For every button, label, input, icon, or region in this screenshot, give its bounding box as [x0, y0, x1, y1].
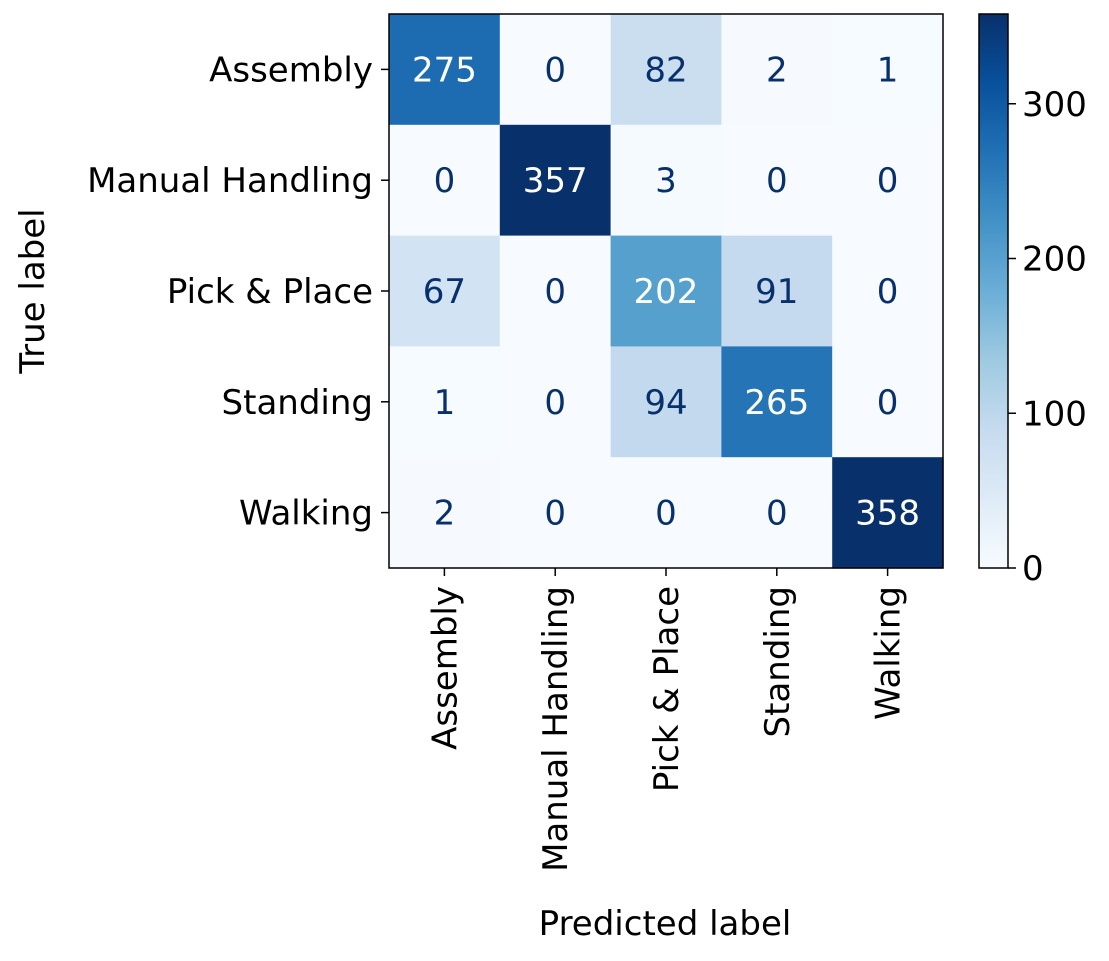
cell-value-label: 82 — [644, 50, 687, 90]
heatmap-cell — [610, 124, 722, 237]
cell-value-label: 0 — [877, 383, 899, 423]
x-axis-label: Predicted label — [539, 904, 792, 944]
heatmap-cell — [389, 457, 501, 569]
cell-value-label: 265 — [744, 383, 809, 423]
colorbar: 0 100 200 300 — [978, 13, 1087, 589]
cell-value-label: 67 — [423, 272, 466, 312]
y-tick-label: Pick & Place — [167, 272, 373, 312]
heatmap-cell — [389, 124, 501, 237]
heatmap-cell — [832, 346, 944, 458]
x-tick-label: Pick & Place — [647, 586, 687, 792]
heatmap-cell — [499, 124, 612, 237]
x-tick-label: Standing — [758, 586, 798, 737]
cell-value-label: 2 — [766, 50, 788, 90]
x-tick-label: Walking — [869, 586, 909, 720]
x-tick-label: Manual Handling — [536, 586, 576, 872]
heatmap-cells: 275 0 82 2 1 0 357 3 0 0 67 0 202 91 0 1 0 94 265 0 2 0 0 0 358 — [389, 14, 944, 569]
colorbar-gradient — [979, 14, 1008, 568]
y-tick-label: Assembly — [209, 50, 373, 90]
heatmap-cell — [721, 457, 833, 569]
colorbar-tick-label: 100 — [1022, 394, 1087, 434]
heatmap-cell — [499, 457, 612, 569]
heatmap-cell — [389, 346, 501, 458]
heatmap-cell — [610, 235, 722, 347]
heatmap-cell — [610, 346, 722, 458]
colorbar-tick-label: 300 — [1022, 85, 1087, 125]
cell-value-label: 0 — [544, 50, 566, 90]
colorbar-tick-label: 0 — [1022, 549, 1044, 589]
cell-value-label: 202 — [634, 272, 699, 312]
cell-value-label: 0 — [655, 494, 677, 534]
heatmap-cell — [389, 235, 501, 347]
heatmap-cell — [721, 346, 833, 458]
heatmap-cell — [499, 235, 612, 347]
heatmap-cell — [832, 235, 944, 347]
heatmap-cell — [721, 235, 833, 347]
cell-value-label: 0 — [544, 272, 566, 312]
colorbar-tick-label: 200 — [1022, 240, 1087, 280]
cell-value-label: 3 — [655, 161, 677, 201]
cell-value-label: 0 — [544, 383, 566, 423]
axis-ticks: Assembly Manual Handling Pick & Place Stand… — [87, 50, 909, 872]
heatmap-cell — [610, 457, 722, 569]
y-tick-label: Standing — [222, 383, 373, 423]
cell-value-label: 275 — [412, 50, 477, 90]
cell-value-label: 2 — [434, 494, 456, 534]
cell-value-label: 0 — [434, 161, 456, 201]
heatmap-cell — [832, 457, 944, 569]
x-tick-label: Assembly — [425, 586, 465, 750]
cell-value-label: 357 — [523, 161, 588, 201]
y-axis-label: True label — [13, 208, 53, 374]
cell-value-label: 94 — [644, 383, 687, 423]
colorbar-frame — [978, 13, 1009, 569]
heatmap-cell — [832, 124, 944, 237]
y-tick-label: Manual Handling — [87, 161, 373, 201]
heatmap-cell — [499, 346, 612, 458]
heatmap-cell — [721, 124, 833, 237]
heatmap-cell — [499, 14, 612, 126]
cell-value-label: 0 — [766, 494, 788, 534]
cell-value-label: 0 — [877, 161, 899, 201]
heatmap-cell — [610, 14, 722, 126]
y-tick-label: Walking — [239, 494, 373, 534]
heatmap-cell — [389, 14, 501, 126]
heatmap-cell — [832, 14, 944, 126]
cell-value-label: 1 — [877, 50, 899, 90]
cell-value-label: 91 — [755, 272, 798, 312]
cell-value-label: 1 — [434, 383, 456, 423]
cell-value-label: 0 — [877, 272, 899, 312]
cell-value-label: 0 — [766, 161, 788, 201]
heatmap-cell — [721, 14, 833, 126]
cell-value-label: 0 — [544, 494, 566, 534]
cell-value-label: 358 — [855, 494, 920, 534]
